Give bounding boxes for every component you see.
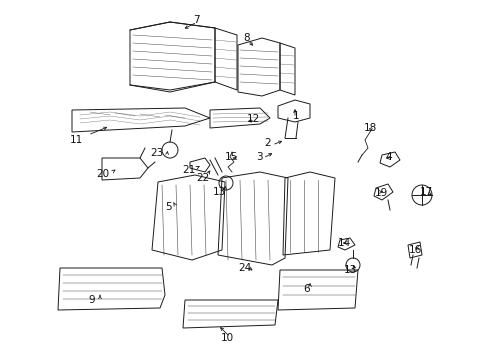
Text: 1: 1	[292, 111, 299, 121]
Text: 21: 21	[182, 165, 195, 175]
Text: 19: 19	[374, 188, 387, 198]
Text: 18: 18	[363, 123, 376, 133]
Text: 10: 10	[220, 333, 233, 343]
Text: 15: 15	[224, 152, 237, 162]
Text: 22: 22	[196, 173, 209, 183]
Text: 7: 7	[192, 15, 199, 25]
Text: 3: 3	[255, 152, 262, 162]
Text: 14: 14	[337, 238, 350, 248]
Text: 20: 20	[96, 169, 109, 179]
Text: 8: 8	[243, 33, 250, 43]
Text: 23: 23	[150, 148, 163, 158]
Text: 13: 13	[343, 265, 356, 275]
Text: 4: 4	[385, 152, 391, 162]
Text: 6: 6	[303, 284, 310, 294]
Text: 12: 12	[246, 114, 259, 124]
Text: 11: 11	[69, 135, 82, 145]
Text: 2: 2	[264, 138, 271, 148]
Text: 17: 17	[419, 187, 432, 197]
Text: 5: 5	[164, 202, 171, 212]
Text: 13: 13	[212, 187, 225, 197]
Text: 16: 16	[407, 245, 421, 255]
Text: 24: 24	[238, 263, 251, 273]
Text: 9: 9	[88, 295, 95, 305]
